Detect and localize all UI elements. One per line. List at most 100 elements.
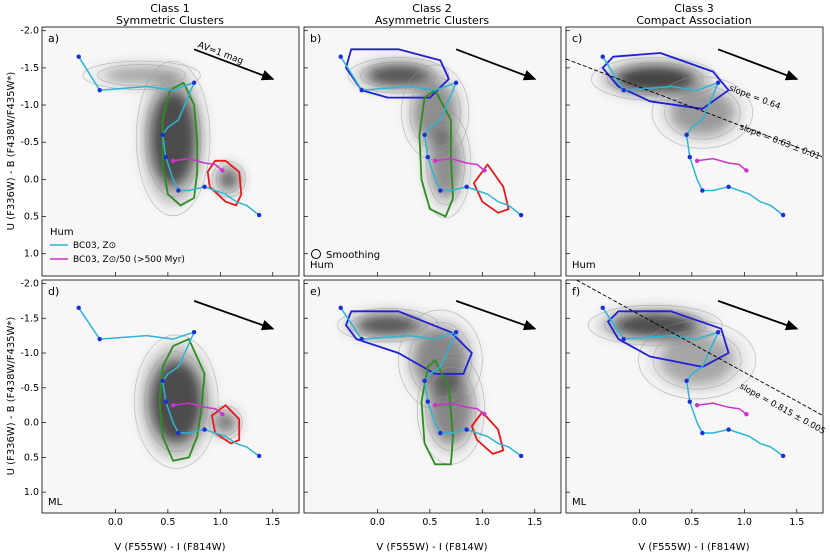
track-marker (425, 154, 430, 160)
y-tick-label: -0.5 (20, 137, 39, 148)
panel-plot-area (76, 305, 262, 469)
track-marker (744, 168, 749, 173)
density-contour (145, 80, 202, 197)
panel-e: e) 0.0 0.5 1.0 1.5 (303, 279, 562, 528)
track-marker (600, 305, 605, 311)
model-track (434, 157, 485, 172)
track-marker (482, 412, 487, 417)
density-contour (409, 76, 461, 149)
density-core (366, 64, 430, 87)
track-marker (694, 158, 700, 163)
track-marker (202, 184, 207, 190)
track-marker (726, 427, 731, 432)
track-marker (425, 399, 430, 404)
track-marker (780, 453, 786, 459)
track-marker (453, 329, 459, 335)
track-marker (97, 336, 102, 342)
track-marker (359, 87, 364, 93)
density-contour (652, 330, 742, 390)
smoothing-legend: Smoothing (311, 249, 380, 261)
track-marker (684, 132, 689, 137)
x-tick-label: 0.0 (632, 517, 647, 528)
cluster-contour (211, 404, 241, 445)
cluster-contour (601, 52, 730, 110)
y-tick-label: -1.0 (20, 348, 39, 359)
track-marker (202, 427, 207, 432)
panel-plot-area (76, 54, 262, 218)
column-2-subtitle: Asymmetric Clusters (375, 14, 489, 27)
track-marker (176, 430, 181, 436)
track-marker (76, 54, 81, 59)
x-tick-label: 1.0 (213, 517, 228, 528)
density-core (150, 90, 197, 187)
column-3-subtitle: Compact Association (636, 14, 751, 27)
density-contour (604, 309, 706, 341)
track-marker (338, 305, 343, 311)
track-marker (715, 329, 721, 335)
density-contour (97, 64, 187, 87)
track-marker (694, 402, 700, 408)
panel-b: b) Hum (303, 26, 562, 277)
density-core (218, 168, 240, 191)
sample-label: Hum (310, 260, 334, 271)
x-axis-label-3: V (F555W) - I (F814W) (638, 542, 749, 553)
sample-label: ML (572, 497, 587, 508)
track-marker (700, 430, 705, 436)
model-track (172, 157, 223, 172)
track-marker (700, 188, 705, 193)
panel-d: d) ML 0.0 0.5 1.0 1.5 -2.0 -1.5 -1.0 -0.5 0.0 0.5 1.… (20, 278, 300, 528)
x-tick-label: 0.0 (370, 517, 385, 528)
y-tick-label: -2.0 (20, 278, 39, 289)
density-contour (398, 309, 483, 411)
panel-frame (41, 279, 300, 514)
density-contour (347, 57, 450, 94)
legend-label-zsun: BC03, Z⊙ (73, 241, 116, 251)
column-2-class: Class 2 (412, 2, 451, 15)
smoothing-marker (311, 249, 321, 259)
track-marker (780, 212, 786, 218)
panel-label: b) (310, 32, 321, 45)
x-tick-label: 1.5 (265, 517, 280, 528)
y-tick-label: 0.5 (24, 452, 39, 463)
density-contour (587, 304, 723, 346)
model-track (696, 157, 747, 172)
panel-label: d) (48, 285, 59, 298)
track-marker (687, 154, 692, 160)
cluster-contour (473, 163, 510, 214)
cluster-contour (418, 89, 454, 218)
panel-label: f) (572, 285, 580, 298)
y-tick-label: 1.0 (24, 249, 39, 260)
track-marker (163, 399, 168, 404)
track-marker (438, 430, 443, 436)
density-contour (651, 76, 754, 149)
track-marker (163, 154, 168, 160)
track-marker (338, 54, 343, 59)
track-marker (160, 378, 165, 384)
density-core (670, 90, 734, 135)
track-marker (482, 168, 487, 173)
track-marker (518, 212, 524, 218)
y-tick-label: -1.5 (20, 63, 39, 74)
y-tick-label: 0.0 (24, 174, 39, 185)
track-marker (256, 453, 262, 459)
model-track (173, 402, 223, 415)
track-marker (422, 378, 427, 384)
track-marker (191, 329, 197, 335)
y-tick-label: 1.0 (24, 487, 39, 498)
density-core (215, 412, 237, 434)
track-marker (687, 399, 692, 404)
y-tick-label: -1.0 (20, 100, 39, 111)
panel-label: c) (572, 32, 582, 45)
x-tick-label: 0.5 (160, 517, 175, 528)
x-tick-label: 0.5 (422, 517, 437, 528)
density-core (660, 335, 734, 385)
track-marker (464, 184, 469, 190)
extinction-arrow (455, 300, 537, 331)
model-track (435, 402, 485, 415)
extinction-arrow (717, 48, 799, 81)
track-marker (256, 212, 262, 218)
legend-sample: Hum (50, 227, 74, 238)
x-axis-label-2: V (F555W) - I (F814W) (376, 542, 487, 553)
y-axis-label-bottom: U (F336W) - B (F438W/F435W*) (6, 317, 17, 476)
